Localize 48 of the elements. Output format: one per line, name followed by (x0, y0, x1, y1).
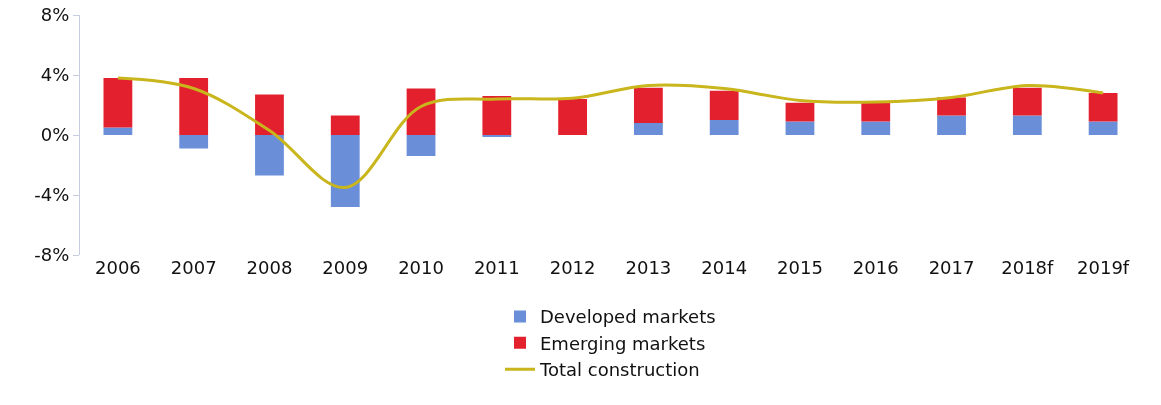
bar (103, 127, 133, 135)
x-tick-label: 2016 (852, 257, 899, 278)
x-tick-label: 2013 (625, 257, 672, 278)
bar (255, 135, 284, 176)
bar (1088, 93, 1118, 122)
bar (406, 135, 436, 156)
bar (1012, 87, 1042, 116)
bar (861, 121, 891, 135)
bar (937, 97, 966, 116)
bar (1088, 121, 1118, 135)
bar (861, 102, 891, 122)
bar (179, 135, 209, 149)
line-series (116, 76, 1105, 189)
x-tick-label: 2007 (170, 257, 217, 278)
bar (633, 87, 663, 123)
bar (785, 121, 815, 135)
bar (633, 123, 663, 135)
bar (785, 102, 815, 122)
bar (1012, 115, 1042, 135)
x-tick-label: 2017 (928, 257, 975, 278)
y-tick-label: 4% (40, 64, 70, 86)
bar (103, 78, 133, 128)
bar (558, 99, 588, 135)
y-tick-label: -8% (34, 244, 70, 266)
bar (937, 115, 966, 135)
bar (482, 96, 512, 135)
x-tick-label: 2018f (1001, 257, 1055, 278)
x-tick-label: 2015 (777, 257, 823, 278)
bar (330, 135, 360, 207)
bar (330, 115, 360, 135)
legend-label: Developed markets (540, 306, 716, 328)
x-tick-label: 2014 (701, 257, 748, 278)
legend-label: Total construction (539, 359, 700, 381)
x-tick-label: 2011 (473, 257, 520, 278)
bar (179, 78, 209, 135)
y-tick-label: 0% (40, 124, 70, 146)
y-tick-label: 8% (40, 4, 70, 26)
bar (709, 90, 739, 120)
x-tick-label: 2012 (549, 257, 596, 278)
y-tick-label: -4% (34, 184, 70, 206)
x-tick-label: 2008 (246, 257, 293, 278)
x-tick-label: 2009 (322, 257, 369, 278)
x-tick-label: 2006 (94, 257, 141, 278)
bar (709, 120, 739, 135)
x-tick-label: 2019f (1077, 257, 1130, 278)
bar (255, 94, 284, 135)
legend-label: Emerging markets (540, 332, 706, 354)
x-tick-label: 2010 (398, 257, 444, 278)
